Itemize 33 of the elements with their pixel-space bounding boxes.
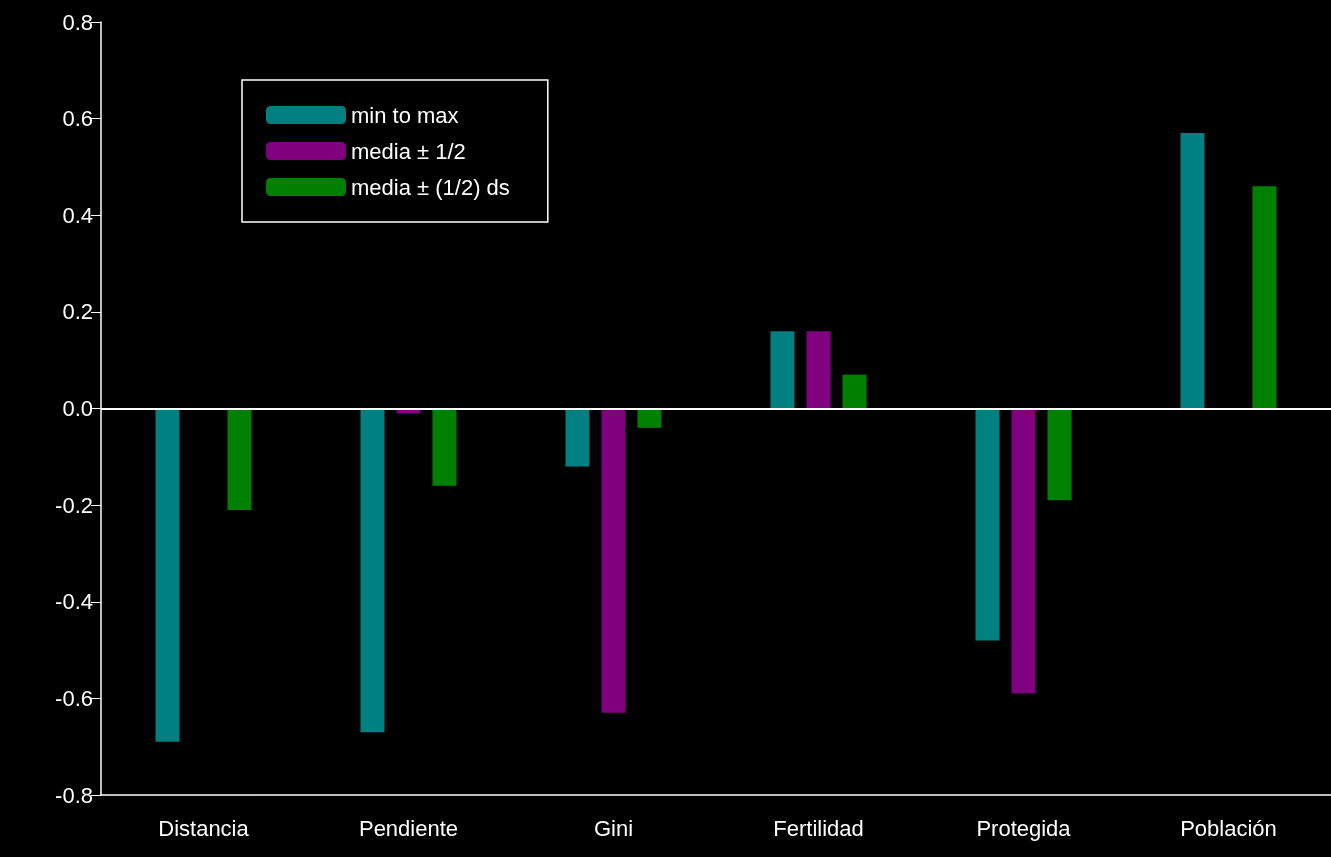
x-tick-label: Población xyxy=(1180,815,1277,841)
x-tick-label: Distancia xyxy=(158,815,250,841)
y-tick-label: -0.8 xyxy=(55,782,93,808)
y-tick-label: -0.2 xyxy=(55,492,93,518)
y-tick-label: 0.2 xyxy=(62,299,93,325)
bar xyxy=(601,408,626,713)
bar xyxy=(637,408,662,428)
x-tick-label: Gini xyxy=(593,815,634,841)
bar xyxy=(1180,133,1205,409)
bar xyxy=(565,408,590,467)
y-tick-label: -0.6 xyxy=(55,685,93,711)
bar xyxy=(842,374,867,409)
bar xyxy=(1252,186,1277,409)
bar xyxy=(432,408,457,486)
x-tick-label: Protegida xyxy=(976,815,1072,841)
x-tick-label: Fertilidad xyxy=(773,815,864,841)
bar xyxy=(227,408,252,510)
y-tick-label: 0.4 xyxy=(62,202,93,228)
y-tick-label: 0.0 xyxy=(62,396,93,421)
bar xyxy=(806,331,831,409)
y-tick-label: -0.4 xyxy=(55,589,93,615)
legend-label: min to max xyxy=(351,102,459,128)
bar xyxy=(1011,408,1036,694)
legend-label: media ± (1/2) ds xyxy=(351,174,510,200)
bar xyxy=(155,408,180,742)
y-tick-label: 0.6 xyxy=(62,106,93,132)
legend-label: media ± 1/2 xyxy=(351,138,466,164)
y-tick-label: 0.8 xyxy=(62,9,93,35)
bar xyxy=(360,408,385,733)
x-tick-label: Pendiente xyxy=(358,815,459,841)
bar xyxy=(975,408,1000,641)
bar xyxy=(770,331,795,409)
bar xyxy=(1047,408,1072,501)
